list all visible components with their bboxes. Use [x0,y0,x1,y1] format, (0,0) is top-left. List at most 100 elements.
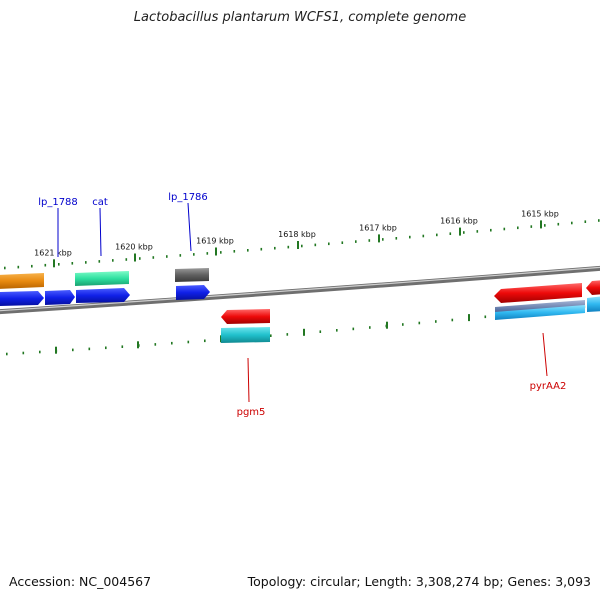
outer-tick-dot [490,228,492,232]
gene-lp_1786[interactable] [175,268,209,282]
map-title: Lactobacillus plantarum WCFS1, complete … [133,10,467,25]
outer-tick-dot [422,234,425,238]
gene-pgm5[interactable] [221,309,270,324]
outer-tick-dot [247,249,249,252]
outer-tick-dot [571,221,573,225]
gene-orange[interactable] [0,273,44,289]
outer-tick-dot [193,253,195,256]
outer-tick-dot [544,224,546,227]
kbp-tick-label: 1615 kbp [521,209,559,218]
outer-tick-dot [4,266,6,270]
topology-summary: Topology: circular; Length: 3,308,274 bp… [247,574,591,589]
outer-tick-dot [355,240,357,243]
inner-tick-dot [286,333,289,336]
outer-tick-dot [557,222,560,226]
outer-tick-dot [341,241,344,244]
kbp-tick-label: 1619 kbp [196,237,234,246]
outer-tick-dot [125,258,128,261]
kbp-major-tick [378,234,380,243]
outer-tick-dot [166,255,168,258]
outer-tick-dot [328,242,330,246]
gene-cyan[interactable] [221,327,270,343]
forward-genes [0,268,210,306]
gene-labels: lp_1788 cat lp_1786 pgm5 pyrAA2 [38,192,566,418]
accession-label: Accession: NC_004567 [9,574,152,589]
outer-tick-dot [301,244,303,248]
kbp-major-tick [459,227,461,236]
kbp-tick-label: 1616 kbp [440,217,478,226]
kbp-tick-label: 1620 kbp [115,243,153,252]
outer-tick-dot [382,238,384,241]
inner-tick-dot [402,323,404,326]
inner-major-tick [468,314,470,322]
inner-tick-dot [171,341,173,345]
outer-tick-dot [530,225,533,228]
inner-tick-dot [88,347,91,351]
outer-tick-dot [44,263,47,267]
outer-tick-dot [17,265,20,269]
gene-blue-4[interactable] [176,285,210,300]
gene-cat[interactable] [75,271,129,286]
outer-tick-dot [584,220,587,223]
inner-tick-dot [435,320,437,323]
gene-label-pgm5[interactable]: pgm5 [237,407,266,418]
inner-tick-dot [187,340,190,344]
gene-label-lp_1786[interactable]: lp_1786 [168,192,208,203]
gene-sky[interactable] [495,305,585,320]
gene-blue-3[interactable] [76,288,130,303]
gene-label-lp_1788[interactable]: lp_1788 [38,197,78,208]
outer-tick-dot [476,230,479,233]
outer-tick-dot [98,260,101,263]
outer-tick-dot [71,262,74,265]
outer-tick-dot [206,252,209,255]
kbp-major-tick [53,259,55,268]
inner-tick-dot [39,350,41,354]
outer-tick-ring [4,219,600,270]
outer-tick-dot [31,264,33,268]
gene-sky-edge[interactable] [587,296,600,312]
outer-tick-dot [220,251,222,254]
kbp-major-tick [134,253,136,262]
outer-tick-dot [152,256,155,259]
inner-tick-dot [121,345,124,348]
outer-tick-dot [368,239,371,242]
gene-leaders [57,202,548,403]
outer-tick-dot [436,233,438,237]
outer-tick-dot [58,263,60,266]
inner-tick-dot [105,346,107,350]
outer-tick-dot [85,261,87,264]
gene-label-pyrAA2[interactable]: pyrAA2 [530,381,567,392]
outer-tick-dot [449,232,452,235]
inner-tick-dot [270,334,272,337]
gene-pyrAA2[interactable] [494,283,582,303]
reverse-genes [221,280,600,343]
outer-tick-dot [503,227,506,231]
inner-tick-dot [6,352,8,356]
inner-tick-dot [418,321,421,325]
kbp-tick-label: 1618 kbp [278,230,316,239]
gene-blue-2[interactable] [45,290,75,305]
kbp-major-tick [215,247,217,256]
inner-tick-dot [72,348,74,352]
gene-blue-1[interactable] [0,291,44,306]
inner-tick-dot [336,329,338,332]
inner-tick-dot [369,326,371,329]
outer-tick-dot [260,247,263,251]
outer-tick-dot [314,243,317,247]
gene-red-edge[interactable] [586,280,600,295]
outer-tick-dot [274,246,276,250]
inner-tick-dot [319,330,322,333]
kbp-tick-labels: 1621 kbp 1620 kbp 1619 kbp 1618 kbp 1617 kbp… [34,209,559,268]
genome-backbone [0,265,600,315]
gene-label-cat[interactable]: cat [92,197,108,208]
outer-tick-dot [598,219,600,222]
outer-tick-dot [233,250,236,253]
inner-major-tick [55,346,57,354]
inner-tick-dot [352,327,355,331]
inner-major-tick [386,321,388,329]
inner-major-tick [303,328,305,336]
outer-tick-dot [395,237,398,240]
outer-tick-dot [179,254,182,257]
outer-tick-dot [463,231,465,234]
outer-tick-dot [139,257,141,260]
